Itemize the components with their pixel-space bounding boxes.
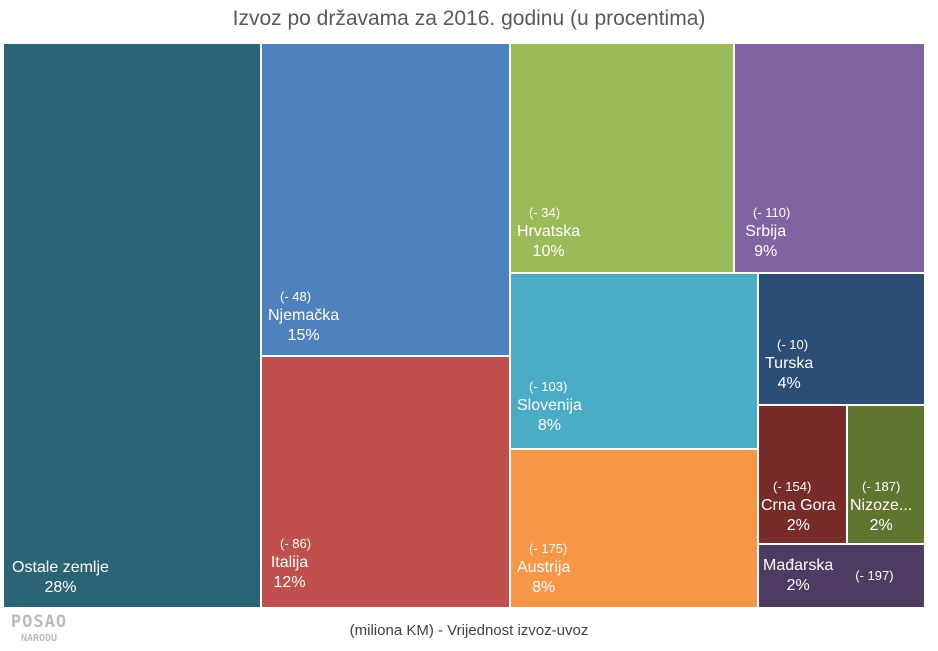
- treemap-cell: (- 154) Crna Gora 2%: [759, 406, 846, 543]
- balance-label: (- 34): [529, 205, 561, 220]
- percent-label: 28%: [44, 579, 77, 596]
- percent-label: 10%: [532, 243, 565, 260]
- balance-label: (- 187): [862, 479, 901, 494]
- chart-title: Izvoz po državama za 2016. godinu (u pro…: [232, 7, 706, 30]
- treemap-cell: (- 175) Austrija 8%: [511, 450, 757, 607]
- cell-label: (- 154) Crna Gora 2%: [761, 478, 836, 536]
- label-row: Mađarska 2% (- 197): [763, 556, 894, 596]
- country-label: Njemačka: [268, 307, 340, 324]
- cell-label: Mađarska 2% (- 197): [763, 556, 894, 596]
- balance-label: (- 175): [529, 541, 568, 556]
- country-label: Srbija: [745, 223, 787, 240]
- cell-label: (- 103) Slovenija 8%: [517, 378, 582, 436]
- cell-label: (- 48) Njemačka 15%: [268, 288, 339, 346]
- percent-label: 2%: [786, 517, 810, 534]
- country-label: Italija: [270, 554, 309, 571]
- treemap-cell: (- 103) Slovenija 8%: [511, 274, 757, 448]
- country-label: Nizoze...: [850, 497, 913, 514]
- country-label: Ostale zemlje: [12, 559, 109, 576]
- treemap-cell: (- 10) Turska 4%: [759, 274, 924, 404]
- percent-label: 4%: [777, 375, 801, 392]
- balance-label: (- 110): [753, 205, 791, 220]
- country-label: Slovenija: [517, 397, 582, 414]
- cell-label: (- 86) Italija 12%: [268, 535, 311, 593]
- percent-label: 9%: [754, 243, 778, 260]
- percent-label: 8%: [537, 417, 562, 434]
- balance-label: (- 86): [280, 536, 312, 551]
- cell-label: Ostale zemlje 28%: [12, 558, 109, 598]
- balance-label: (- 10): [777, 337, 809, 352]
- cell-label: (- 187) Nizoze... 2%: [850, 478, 912, 536]
- percent-label: 2%: [786, 577, 810, 594]
- percent-label: 8%: [532, 579, 556, 596]
- percent-label: 2%: [869, 517, 893, 534]
- country-label: Austrija: [517, 559, 571, 576]
- treemap-cell: (- 48) Njemačka 15%: [262, 44, 509, 355]
- chart-subtitle: (miliona KM) - Vrijednost izvoz-uvoz: [349, 622, 589, 639]
- country-label: Mađarska: [763, 557, 834, 574]
- logo-line2: NARODU: [20, 633, 58, 644]
- cell-label: (- 34) Hrvatska 10%: [517, 204, 580, 262]
- balance-label: (- 103): [529, 379, 568, 394]
- treemap-cell: (- 34) Hrvatska 10%: [511, 44, 733, 272]
- label-column: Mađarska 2%: [763, 556, 833, 596]
- percent-label: 15%: [287, 327, 320, 344]
- country-label: Crna Gora: [761, 497, 836, 514]
- treemap-cell: (- 110) Srbija 9%: [735, 44, 924, 272]
- balance-label: (- 197): [855, 568, 894, 583]
- logo-line1: POSAO: [10, 612, 68, 632]
- balance-label: (- 48): [280, 289, 312, 304]
- percent-label: 12%: [273, 574, 306, 591]
- treemap-cell: (- 187) Nizoze... 2%: [848, 406, 924, 543]
- balance-label: (- 154): [773, 479, 812, 494]
- treemap-cell: Mađarska 2% (- 197): [759, 545, 924, 607]
- country-label: Hrvatska: [517, 223, 581, 240]
- cell-label: (- 175) Austrija 8%: [517, 540, 570, 598]
- logo: POSAO NARODU: [4, 612, 74, 645]
- treemap-cell: Ostale zemlje 28%: [4, 44, 260, 607]
- cell-label: (- 10) Turska 4%: [765, 336, 813, 394]
- cell-label: (- 110) Srbija 9%: [741, 204, 790, 262]
- country-label: Turska: [765, 355, 814, 372]
- treemap-cell: (- 86) Italija 12%: [262, 357, 509, 607]
